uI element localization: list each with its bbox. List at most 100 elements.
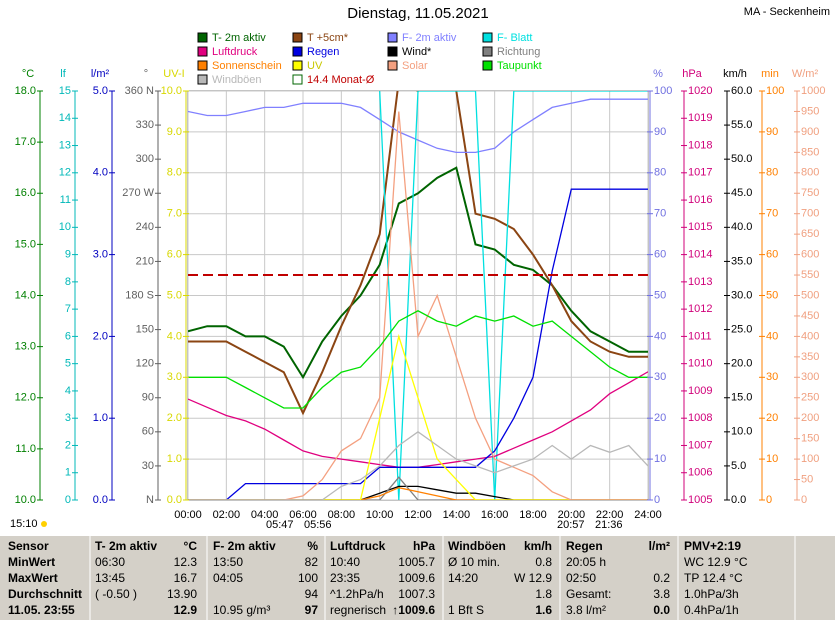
station-name: MA - Seckenheim <box>744 6 830 18</box>
y-tick-label: 1011 <box>688 330 712 342</box>
y-tick-label: 10 <box>766 453 778 465</box>
y-tick-label: 4.0 <box>167 330 182 342</box>
y-tick-label: 30 <box>766 371 778 383</box>
table-cell: 1007.3 <box>398 587 435 601</box>
y-tick-label: 850 <box>801 146 819 158</box>
y-tick-label: 45.0 <box>731 187 752 199</box>
y-tick-label: 5.0 <box>167 289 182 301</box>
y-tick-label: 7 <box>65 303 71 315</box>
y-tick-label: 0 <box>766 494 772 506</box>
y-tick-label: 1009 <box>688 385 712 397</box>
table-cell: 23:35 <box>330 571 360 585</box>
y-tick-label: 0 <box>654 494 660 506</box>
y-tick-label: 9 <box>65 249 71 261</box>
table-cell: 94 <box>305 587 319 601</box>
table-cell: km/h <box>524 539 552 553</box>
series-line <box>188 91 648 416</box>
table-cell: 0.0 <box>653 603 670 617</box>
y-tick-label: 1020 <box>688 85 712 97</box>
y-tick-label: 1008 <box>688 412 712 424</box>
y-tick-label: 80 <box>766 167 778 179</box>
y-tick-label: 12.0 <box>15 392 36 404</box>
table-cell: 82 <box>305 555 319 569</box>
axis-unit: min <box>761 68 779 80</box>
x-tick-label: 06:00 <box>289 509 317 521</box>
y-tick-label: 60 <box>766 249 778 261</box>
y-tick-label: 240 <box>136 221 154 233</box>
y-tick-label: 150 <box>801 433 819 445</box>
table-cell: 12.9 <box>174 603 198 617</box>
y-tick-label: 10.0 <box>15 494 36 506</box>
table-cell: 16.7 <box>174 571 198 585</box>
y-tick-label: 3 <box>65 412 71 424</box>
table-cell: Durchschnitt <box>8 587 82 601</box>
y-tick-label: 600 <box>801 249 819 261</box>
legend-swatch <box>197 46 208 57</box>
legend-label: T +5cm* <box>307 32 349 44</box>
y-tick-label: 50 <box>801 473 813 485</box>
moonset-time: 20:57 <box>557 519 585 531</box>
y-tick-label: 40.0 <box>731 221 752 233</box>
table-cell: 1 Bft S <box>448 603 484 617</box>
legend-label: Solar <box>402 60 428 72</box>
y-tick-label: 360 N <box>125 85 154 97</box>
legend-label: Regen <box>307 46 339 58</box>
y-tick-label: 8 <box>65 276 71 288</box>
y-tick-label: 5.0 <box>93 85 108 97</box>
y-tick-label: 0.0 <box>167 494 182 506</box>
y-tick-label: 350 <box>801 351 819 363</box>
y-tick-label: 1010 <box>688 358 712 370</box>
table-cell: 04:05 <box>213 571 243 585</box>
series-line <box>188 485 648 500</box>
y-tick-label: 750 <box>801 187 819 199</box>
table-cell: ( -0.50 ) <box>95 587 137 601</box>
y-tick-label: 10.0 <box>161 85 182 97</box>
y-tick-label: 50 <box>766 289 778 301</box>
table-cell: 13.90 <box>167 587 197 601</box>
legend-label: F- Blatt <box>497 32 532 44</box>
x-tick-label: 20:00 <box>558 509 586 521</box>
legend-swatch <box>292 32 303 43</box>
y-tick-label: 6.0 <box>167 249 182 261</box>
moonset-time: 21:36 <box>595 519 623 531</box>
y-tick-label: 1018 <box>688 139 712 151</box>
y-tick-label: 25.0 <box>731 323 752 335</box>
y-tick-label: 700 <box>801 208 819 220</box>
legend-swatch <box>482 60 493 71</box>
table-cell: Gesamt: <box>566 587 611 601</box>
y-tick-label: 40 <box>654 330 666 342</box>
axis-unit: ° <box>144 68 148 80</box>
table-cell: T- 2m aktiv <box>95 539 157 553</box>
y-tick-label: 1015 <box>688 221 712 233</box>
y-tick-label: 15 <box>59 85 71 97</box>
legend-label: T- 2m aktiv <box>212 32 266 44</box>
x-tick-label: 16:00 <box>481 509 509 521</box>
y-tick-label: 1016 <box>688 194 712 206</box>
y-tick-label: 80 <box>654 167 666 179</box>
table-cell: Ø 10 min. <box>448 555 500 569</box>
y-tick-label: 20 <box>766 412 778 424</box>
y-tick-label: 50 <box>654 289 666 301</box>
y-tick-label: 60.0 <box>731 85 752 97</box>
table-cell: 10:40 <box>330 555 360 569</box>
table-cell: 1.8 <box>535 587 552 601</box>
table-cell: 10.95 g/m³ <box>213 603 270 617</box>
x-tick-label: 02:00 <box>213 509 241 521</box>
y-tick-label: 10 <box>59 221 71 233</box>
sunrise-time: 05:56 <box>304 519 332 531</box>
y-tick-label: 10.0 <box>731 426 752 438</box>
y-tick-label: 1014 <box>688 249 712 261</box>
y-tick-label: 0.0 <box>93 494 108 506</box>
legend-swatch <box>482 46 493 57</box>
legend-swatch <box>292 60 303 71</box>
axis-unit: km/h <box>723 68 747 80</box>
y-tick-label: 650 <box>801 228 819 240</box>
table-cell: Luftdruck <box>330 539 386 553</box>
table-cell: 1.0hPa/3h <box>684 587 739 601</box>
x-tick-label: 04:00 <box>251 509 279 521</box>
y-tick-label: 10 <box>654 453 666 465</box>
y-tick-label: 300 <box>801 371 819 383</box>
axis-unit: % <box>653 68 663 80</box>
y-tick-label: 100 <box>766 85 784 97</box>
y-tick-label: 6 <box>65 330 71 342</box>
